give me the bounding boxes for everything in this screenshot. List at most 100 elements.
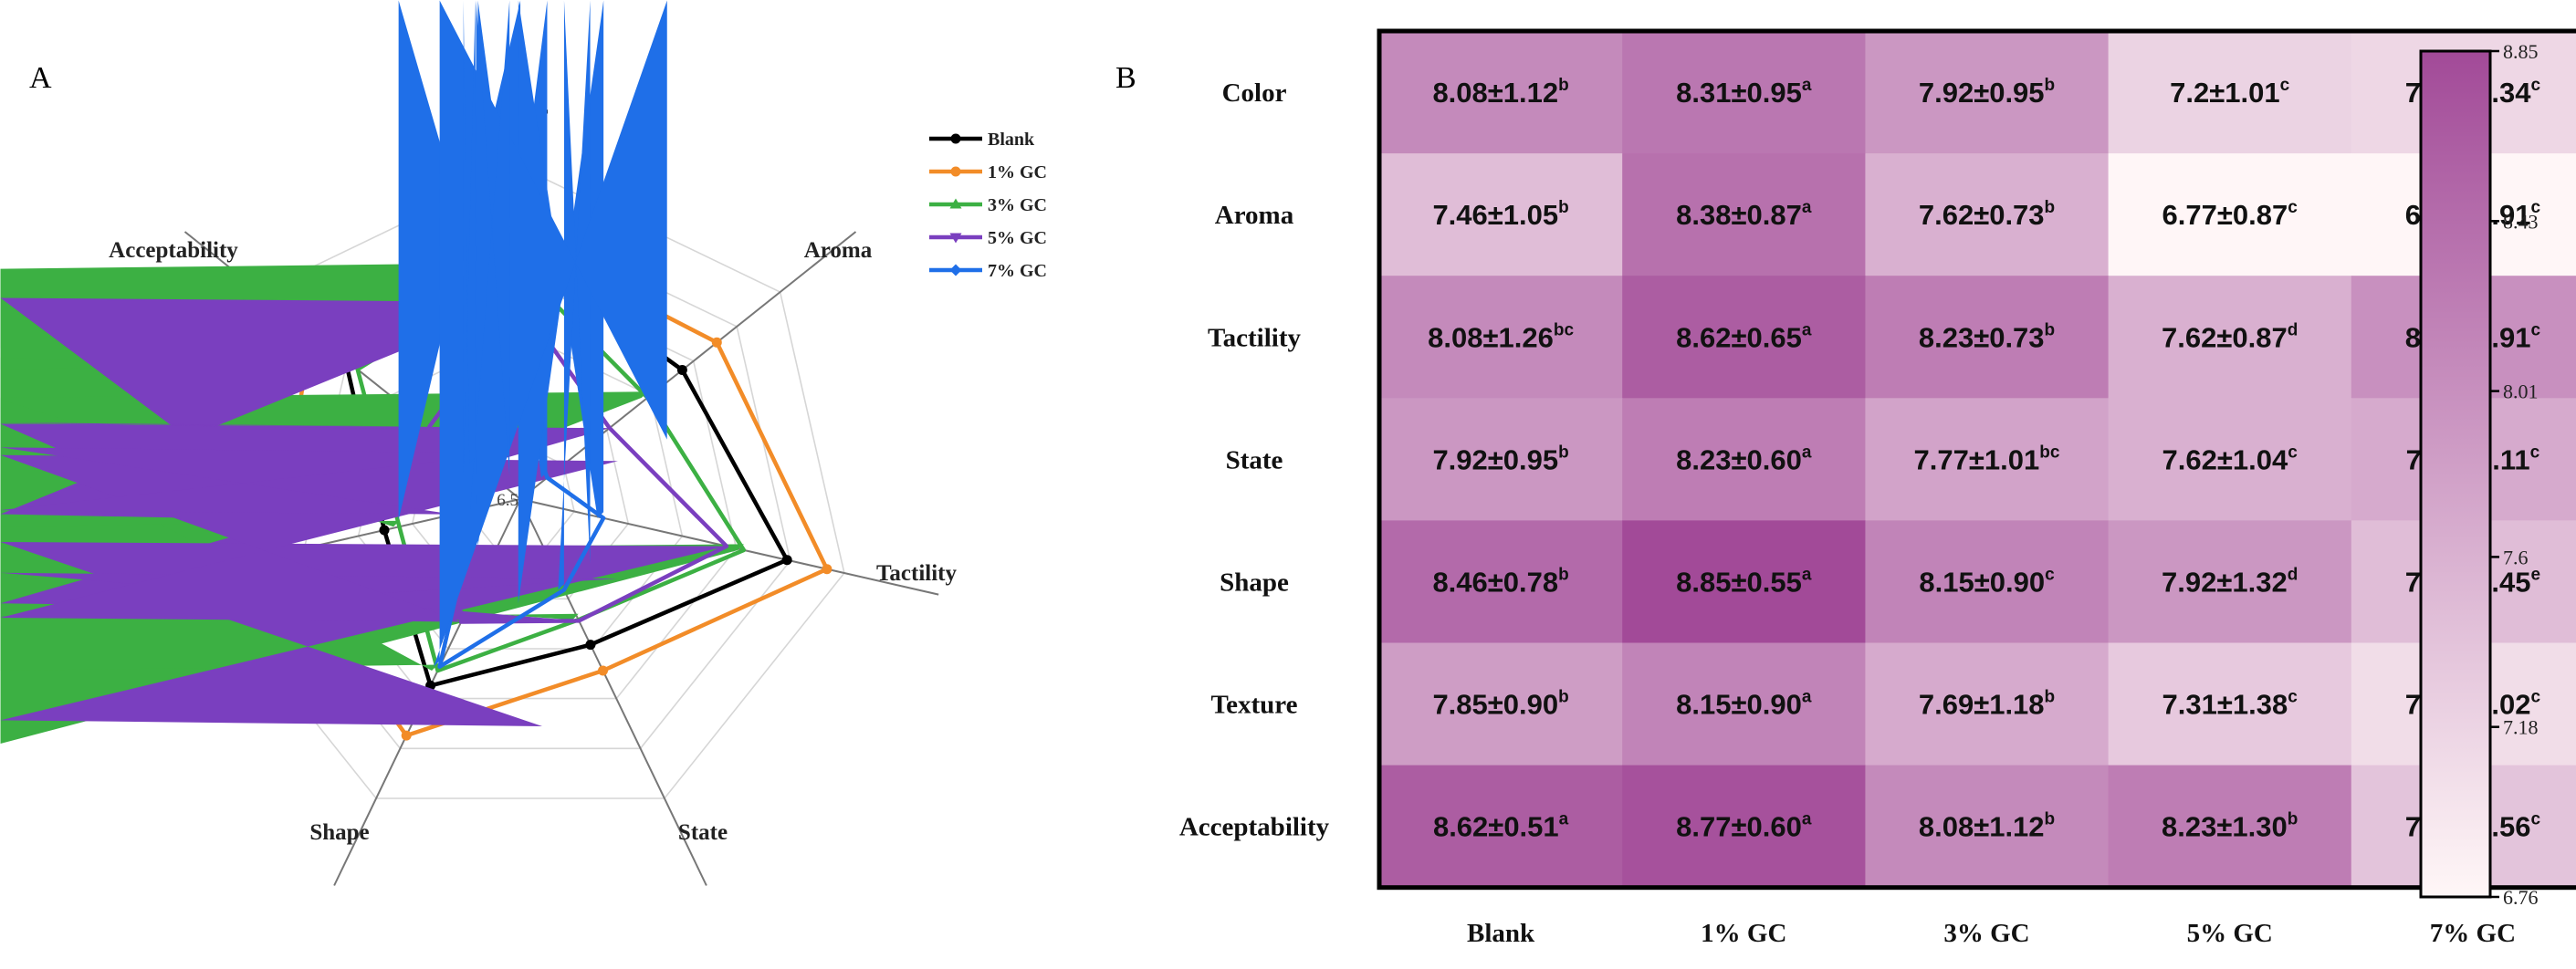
heatmap-cell-acceptability-blank-label: 8.62±0.51a — [1433, 810, 1569, 843]
cell-superscript: b — [1558, 198, 1569, 217]
colorbar-tick-label: 8.85 — [2503, 40, 2539, 63]
cell-plusminus: ± — [1488, 77, 1503, 109]
cell-plusminus: ± — [1488, 443, 1503, 475]
cell-superscript: a — [1802, 320, 1812, 339]
cell-superscript: c — [2530, 688, 2540, 707]
heatmap-col-label-blank: Blank — [1467, 919, 1535, 948]
heatmap-cell-shape-3-gc — [1865, 520, 2110, 644]
heatmap-row-label-state: State — [1226, 445, 1283, 474]
cell-sd: 0.87 — [1747, 199, 1802, 231]
colorbar-bar — [2419, 49, 2492, 899]
cell-plusminus: ± — [1488, 199, 1503, 231]
cell-superscript: a — [1802, 198, 1812, 217]
radar-point-7-gc-acceptability — [463, 0, 476, 475]
cell-superscript: c — [2530, 76, 2540, 95]
legend-item-1-gc: 1% GC — [929, 162, 1047, 182]
heatmap-cell-texture-5-gc — [2108, 642, 2352, 766]
radar-point-7-gc-texture — [470, 0, 510, 510]
cell-superscript: c — [2288, 688, 2298, 707]
radar-legend: Blank 1% GC 3% GC 5% GC 7% GC — [929, 130, 1047, 281]
cell-sd: 1.38 — [2233, 689, 2288, 721]
heatmap-cell-state-5-gc-label: 7.62±1.04c — [2162, 443, 2299, 475]
cell-plusminus: ± — [1488, 566, 1503, 598]
cell-mean: 8.15 — [1919, 566, 1974, 598]
heatmap-cell-texture-3-gc — [1865, 642, 2110, 766]
cell-superscript: c — [2288, 443, 2298, 462]
cell-plusminus: ± — [1732, 689, 1747, 721]
cell-plusminus: ± — [1488, 689, 1503, 721]
legend-marker-5-gc — [949, 233, 962, 244]
cell-sd: 1.26 — [1499, 321, 1554, 353]
heatmap-cell-acceptability-1-gc-label: 8.77±0.60a — [1676, 810, 1812, 843]
heatmap-cell-texture-blank-label: 7.85±0.90b — [1432, 688, 1568, 721]
heatmap-cell-state-1-gc-label: 8.23±0.60a — [1676, 443, 1812, 475]
legend-marker-1-gc — [950, 166, 961, 177]
cell-superscript: b — [2288, 810, 2299, 829]
radar-chart: 6.57.07.58.08.59.09.5ColorAromaTactility… — [0, 0, 957, 886]
heatmap-cell-acceptability-5-gc — [2108, 765, 2352, 889]
radar-axis-label-acceptability: Acceptability — [109, 238, 238, 263]
heatmap-row-label-tactility: Tactility — [1208, 323, 1302, 352]
heatmap-row-label-texture: Texture — [1210, 691, 1297, 720]
heatmap-row-label-color: Color — [1222, 78, 1287, 108]
cell-mean: 8.62 — [1676, 321, 1731, 353]
heatmap-cell-tactility-5-gc-label: 7.62±0.87d — [2162, 320, 2298, 353]
heatmap-row-label-acceptability: Acceptability — [1179, 813, 1330, 842]
heatmap-col-label-3-gc: 3% GC — [1943, 919, 2029, 948]
cell-superscript: b — [2045, 810, 2056, 829]
heatmap-cell-state-5-gc — [2108, 398, 2352, 521]
panel-a-letter: A — [29, 61, 52, 95]
cell-superscript: a — [1559, 810, 1569, 829]
heatmap-cell-color-blank — [1379, 31, 1623, 154]
heatmap-cell-color-1-gc — [1622, 31, 1866, 154]
cell-sd: 0.55 — [1747, 566, 1802, 598]
cell-mean: 8.08 — [1919, 811, 1974, 843]
cell-plusminus: ± — [1732, 811, 1747, 843]
heatmap-cell-state-3-gc — [1865, 398, 2110, 521]
cell-sd: 0.87 — [2233, 199, 2288, 231]
cell-superscript: a — [1802, 810, 1812, 829]
radar-point-1-gc-shape — [401, 730, 412, 741]
cell-sd: 0.60 — [1747, 443, 1802, 475]
heatmap-row-label-aroma: Aroma — [1215, 201, 1294, 230]
heatmap-col-label-5-gc: 5% GC — [2187, 919, 2273, 948]
cell-sd: 0.73 — [1989, 321, 2044, 353]
cell-mean: 8.08 — [1432, 77, 1487, 109]
cell-plusminus: ± — [1974, 689, 1989, 721]
legend-item-blank: Blank — [929, 130, 1035, 150]
cell-superscript: b — [2045, 198, 2056, 217]
cell-plusminus: ± — [1974, 566, 1990, 598]
cell-superscript: b — [1558, 76, 1569, 95]
heatmap-cell-shape-1-gc — [1622, 520, 1866, 644]
heatmap-cell-shape-5-gc-label: 7.92±1.32d — [2162, 565, 2298, 598]
legend-item-3-gc: 3% GC — [929, 195, 1047, 215]
radar-point-5-gc-acceptability — [0, 422, 430, 430]
radar-point-1-gc-tactility — [822, 564, 832, 575]
heatmap-cell-color-blank-label: 8.08±1.12b — [1432, 76, 1568, 109]
cell-sd: 0.60 — [1747, 811, 1802, 843]
radar-point-blank-tactility — [781, 555, 792, 566]
radar-line-blank — [343, 250, 790, 688]
cell-sd: 0.78 — [1503, 566, 1558, 598]
radar-point-7-gc-shape — [434, 0, 667, 667]
radar-spoke — [519, 231, 857, 500]
heatmap-cell-color-1-gc-label: 8.31±0.95a — [1676, 76, 1812, 109]
cell-superscript: b — [1558, 565, 1569, 584]
heatmap-cell-shape-1-gc-label: 8.85±0.55a — [1676, 565, 1812, 598]
heatmap-cell-aroma-5-gc-label: 6.77±0.87c — [2162, 198, 2299, 231]
heatmap-cell-aroma-5-gc — [2108, 153, 2352, 276]
heatmap-cell-acceptability-3-gc — [1865, 765, 2110, 889]
radar-point-blank-aroma — [676, 365, 687, 375]
cell-superscript: c — [2280, 76, 2290, 95]
cell-superscript: a — [1802, 565, 1812, 584]
cell-mean: 7.2 — [2170, 77, 2209, 109]
cell-sd: 1.01 — [1984, 443, 2039, 475]
cell-mean: 8.38 — [1676, 199, 1731, 231]
cell-plusminus: ± — [1732, 321, 1747, 353]
cell-plusminus: ± — [1969, 443, 1984, 475]
radar-point-1-gc-state — [598, 665, 608, 676]
cell-superscript: b — [2045, 688, 2056, 707]
radar-point-5-gc-texture — [0, 447, 511, 515]
legend-label-1-gc: 1% GC — [988, 162, 1047, 182]
cell-mean: 7.85 — [1432, 689, 1487, 721]
